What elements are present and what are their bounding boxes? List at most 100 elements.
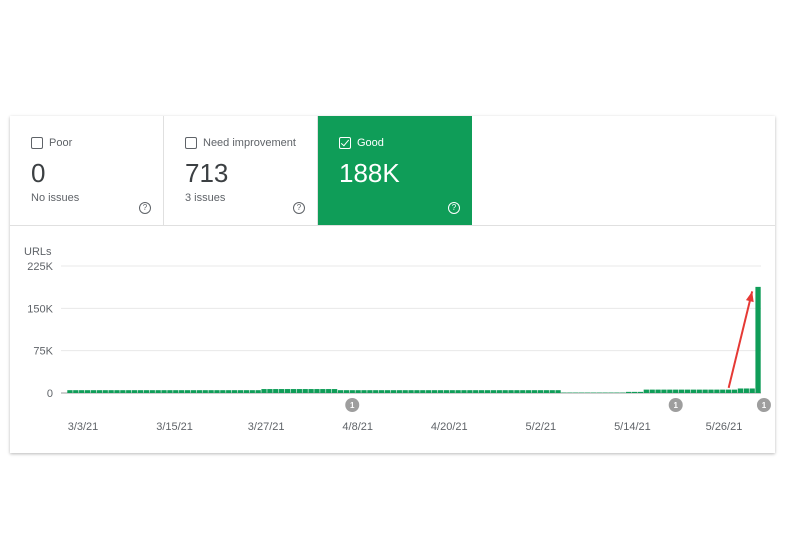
- bar: [261, 389, 267, 393]
- bar: [337, 390, 344, 393]
- tile-good-label: Good: [357, 137, 384, 149]
- bar: [437, 390, 444, 393]
- bar: [367, 390, 373, 393]
- bar: [655, 389, 661, 393]
- chart-grid: [61, 265, 761, 394]
- bar: [720, 389, 726, 393]
- bar: [526, 390, 532, 393]
- bar: [749, 388, 755, 393]
- bar: [467, 390, 473, 393]
- bar: [326, 389, 332, 393]
- good-checkbox[interactable]: [339, 137, 351, 149]
- tile-poor-label: Poor: [49, 137, 73, 149]
- annotation-marker: [756, 398, 771, 412]
- core-web-vitals-card: Poor 0 No issues ? Need improvement 713 …: [10, 116, 775, 453]
- bar: [302, 389, 308, 393]
- bar: [120, 390, 126, 393]
- tile-good[interactable]: Good 188K ?: [318, 116, 472, 225]
- y-tick-label: 225K: [27, 261, 53, 273]
- y-tick-label: 0: [47, 388, 53, 400]
- bar: [343, 390, 350, 393]
- bar: [443, 390, 449, 393]
- poor-checkbox[interactable]: [31, 137, 43, 149]
- bar: [402, 390, 408, 393]
- bar: [149, 390, 155, 393]
- x-tick-label: 5/14/21: [614, 421, 651, 433]
- bar: [126, 390, 132, 393]
- bar: [690, 389, 697, 393]
- bar: [196, 390, 202, 393]
- x-tick-label: 3/27/21: [248, 421, 285, 433]
- bar: [702, 389, 708, 393]
- bar: [279, 389, 285, 393]
- bar: [79, 390, 85, 393]
- bar: [114, 390, 120, 393]
- bar: [84, 390, 91, 393]
- bar: [284, 389, 291, 393]
- bar: [173, 390, 179, 393]
- bar: [714, 389, 720, 393]
- tile-need-issues: 3 issues: [185, 192, 226, 204]
- bar: [667, 389, 673, 393]
- bar: [220, 390, 226, 393]
- bar: [520, 390, 526, 393]
- annotation-marker-label: 1: [673, 401, 678, 410]
- bar: [431, 390, 438, 393]
- bar: [684, 389, 691, 393]
- tile-need-improvement[interactable]: Need improvement 713 3 issues ?: [164, 116, 318, 225]
- x-tick-label: 5/26/21: [706, 421, 743, 433]
- annotation-marker-label: 1: [762, 401, 767, 410]
- status-tiles: Poor 0 No issues ? Need improvement 713 …: [10, 116, 775, 226]
- tile-need-value: 713: [185, 158, 229, 188]
- x-tick-label: 5/2/21: [526, 421, 557, 433]
- bar: [243, 390, 250, 393]
- bar: [267, 389, 273, 393]
- bar: [208, 390, 214, 393]
- bar: [155, 390, 161, 393]
- bar: [755, 286, 761, 393]
- bar: [202, 390, 208, 393]
- need-improvement-checkbox[interactable]: [185, 137, 197, 149]
- x-tick-label: 3/3/21: [68, 421, 99, 433]
- bar: [484, 390, 491, 393]
- bar: [726, 389, 732, 393]
- y-axis-ticks: 225K 150K 75K 0: [27, 261, 53, 400]
- bar: [161, 390, 167, 393]
- annotation-arrow: [727, 291, 754, 389]
- help-icon[interactable]: ?: [139, 202, 151, 214]
- bar: [502, 390, 508, 393]
- urls-bar-chart: URLs 225K 150K 75K 0 3/3/21 3/15/21 3/27/21 4/…: [24, 246, 771, 433]
- bar: [631, 391, 638, 393]
- bar: [514, 390, 520, 393]
- bar: [320, 389, 326, 393]
- bar: [678, 389, 685, 393]
- bar: [455, 390, 461, 393]
- bar: [331, 389, 338, 393]
- bar: [214, 390, 220, 393]
- help-icon[interactable]: ?: [293, 202, 305, 214]
- bar: [314, 389, 320, 393]
- bar: [96, 390, 102, 393]
- bar: [255, 390, 261, 393]
- bar: [390, 390, 397, 393]
- bar: [384, 390, 391, 393]
- bar: [661, 389, 667, 393]
- bar: [649, 389, 655, 393]
- bar: [449, 390, 455, 393]
- bar: [237, 390, 244, 393]
- bar: [508, 390, 514, 393]
- help-icon[interactable]: ?: [448, 202, 460, 214]
- tile-poor[interactable]: Poor 0 No issues ?: [10, 116, 164, 225]
- bar: [90, 390, 97, 393]
- bar: [414, 390, 420, 393]
- bar: [179, 390, 185, 393]
- bar: [190, 390, 197, 393]
- chart-bars: [67, 286, 761, 393]
- bar: [496, 390, 502, 393]
- tile-good-header: Good: [339, 137, 384, 149]
- bar: [273, 389, 279, 393]
- x-tick-label: 4/8/21: [342, 421, 373, 433]
- tile-good-value: 188K: [339, 158, 400, 188]
- bar: [461, 390, 467, 393]
- bar: [108, 390, 114, 393]
